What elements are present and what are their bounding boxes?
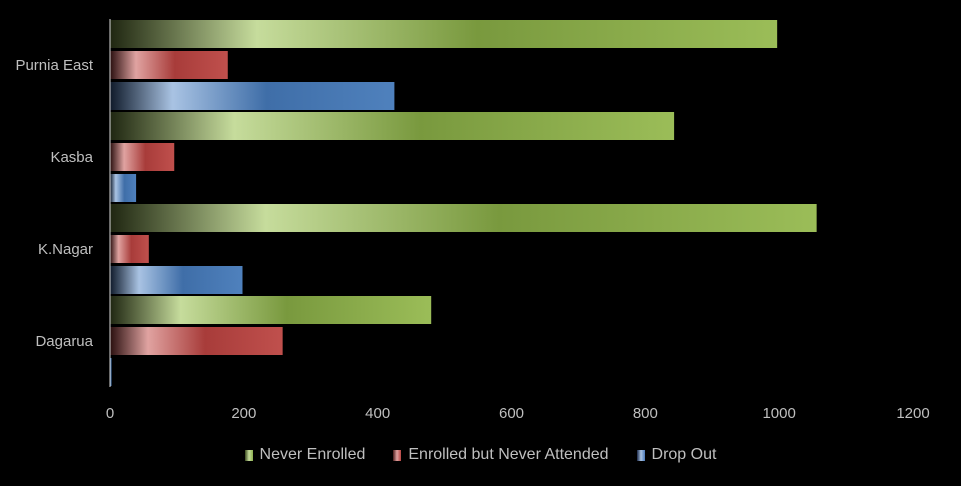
x-tick-label-800: 800: [633, 405, 658, 422]
category-label-k-nagar: K.Nagar: [38, 241, 93, 258]
x-tick-label-200: 200: [231, 405, 256, 422]
legend-label-drop-out: Drop Out: [651, 446, 717, 463]
category-axis: Purnia East Kasba K.Nagar Dagarua: [15, 57, 93, 350]
category-label-purnia-east: Purnia East: [15, 57, 93, 74]
legend-label-never-enrolled: Never Enrolled: [259, 446, 366, 463]
bar-purnia-east-drop-out: [110, 82, 395, 110]
x-tick-label-1000: 1000: [762, 405, 795, 422]
bar-kasba-enrolled-but-never-attended: [110, 143, 175, 171]
bar-dagarua-enrolled-but-never-attended: [110, 327, 283, 355]
legend-swatch-enrolled-never-attended: [393, 449, 402, 461]
bar-kasba-drop-out: [110, 174, 137, 202]
legend-swatch-never-enrolled: [244, 449, 253, 461]
bar-kasba-never-enrolled: [110, 112, 675, 140]
bar-purnia-east-never-enrolled: [110, 20, 778, 48]
legend-swatch-drop-out: [636, 449, 645, 461]
bar-purnia-east-enrolled-but-never-attended: [110, 51, 228, 79]
bar-k-nagar-drop-out: [110, 266, 243, 294]
bar-k-nagar-enrolled-but-never-attended: [110, 235, 149, 263]
bar-k-nagar-never-enrolled: [110, 204, 817, 232]
legend: Never Enrolled Enrolled but Never Attend…: [0, 446, 961, 464]
legend-item-drop-out: Drop Out: [636, 446, 717, 464]
x-tick-label-400: 400: [365, 405, 390, 422]
x-tick-label-0: 0: [106, 405, 114, 422]
category-label-dagarua: Dagarua: [35, 333, 93, 350]
legend-item-never-enrolled: Never Enrolled: [244, 446, 366, 464]
bar-dagarua-never-enrolled: [110, 296, 432, 324]
bar-dagarua-drop-out: [110, 358, 112, 386]
x-tick-label-1200: 1200: [896, 405, 929, 422]
x-tick-label-600: 600: [499, 405, 524, 422]
legend-label-enrolled-never-attended: Enrolled but Never Attended: [408, 446, 609, 463]
category-label-kasba: Kasba: [50, 149, 93, 166]
bars-layer: [110, 20, 817, 386]
legend-item-enrolled-never-attended: Enrolled but Never Attended: [393, 446, 609, 464]
x-axis-ticks: 0 200 400 600 800 1000 1200: [106, 405, 930, 422]
